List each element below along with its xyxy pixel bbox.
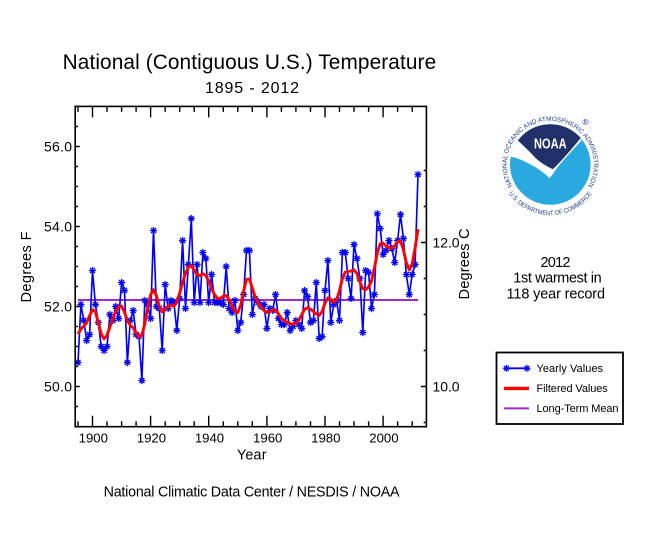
svg-text:1960: 1960 bbox=[253, 431, 282, 446]
svg-text:Filtered Values: Filtered Values bbox=[537, 383, 609, 395]
svg-text:12.0: 12.0 bbox=[433, 235, 460, 251]
svg-text:Year: Year bbox=[237, 448, 267, 464]
svg-text:Degrees C: Degrees C bbox=[457, 229, 473, 300]
svg-text:®: ® bbox=[582, 117, 589, 127]
svg-text:1940: 1940 bbox=[195, 431, 224, 446]
svg-text:2012: 2012 bbox=[541, 255, 571, 271]
svg-text:NOAA: NOAA bbox=[534, 137, 567, 153]
svg-text:50.0: 50.0 bbox=[44, 378, 72, 394]
svg-text:56.0: 56.0 bbox=[44, 138, 72, 154]
svg-text:National Climatic Data Center: National Climatic Data Center / NESDIS /… bbox=[104, 484, 400, 500]
svg-text:2000: 2000 bbox=[369, 431, 398, 446]
svg-text:1900: 1900 bbox=[79, 431, 108, 446]
svg-text:1920: 1920 bbox=[137, 431, 166, 446]
svg-text:Degrees F: Degrees F bbox=[19, 231, 35, 302]
svg-text:1980: 1980 bbox=[311, 431, 340, 446]
svg-text:National (Contiguous U.S.) Tem: National (Contiguous U.S.) Temperature bbox=[63, 51, 437, 74]
svg-text:1895 - 2012: 1895 - 2012 bbox=[205, 80, 299, 97]
svg-text:Long-Term Mean: Long-Term Mean bbox=[537, 403, 619, 415]
svg-text:1st warmest in: 1st warmest in bbox=[513, 270, 601, 286]
svg-text:52.0: 52.0 bbox=[44, 298, 72, 314]
svg-text:118 year record: 118 year record bbox=[507, 287, 606, 303]
svg-text:Yearly Values: Yearly Values bbox=[537, 363, 604, 375]
svg-text:10.0: 10.0 bbox=[433, 379, 460, 395]
svg-text:54.0: 54.0 bbox=[44, 218, 72, 234]
